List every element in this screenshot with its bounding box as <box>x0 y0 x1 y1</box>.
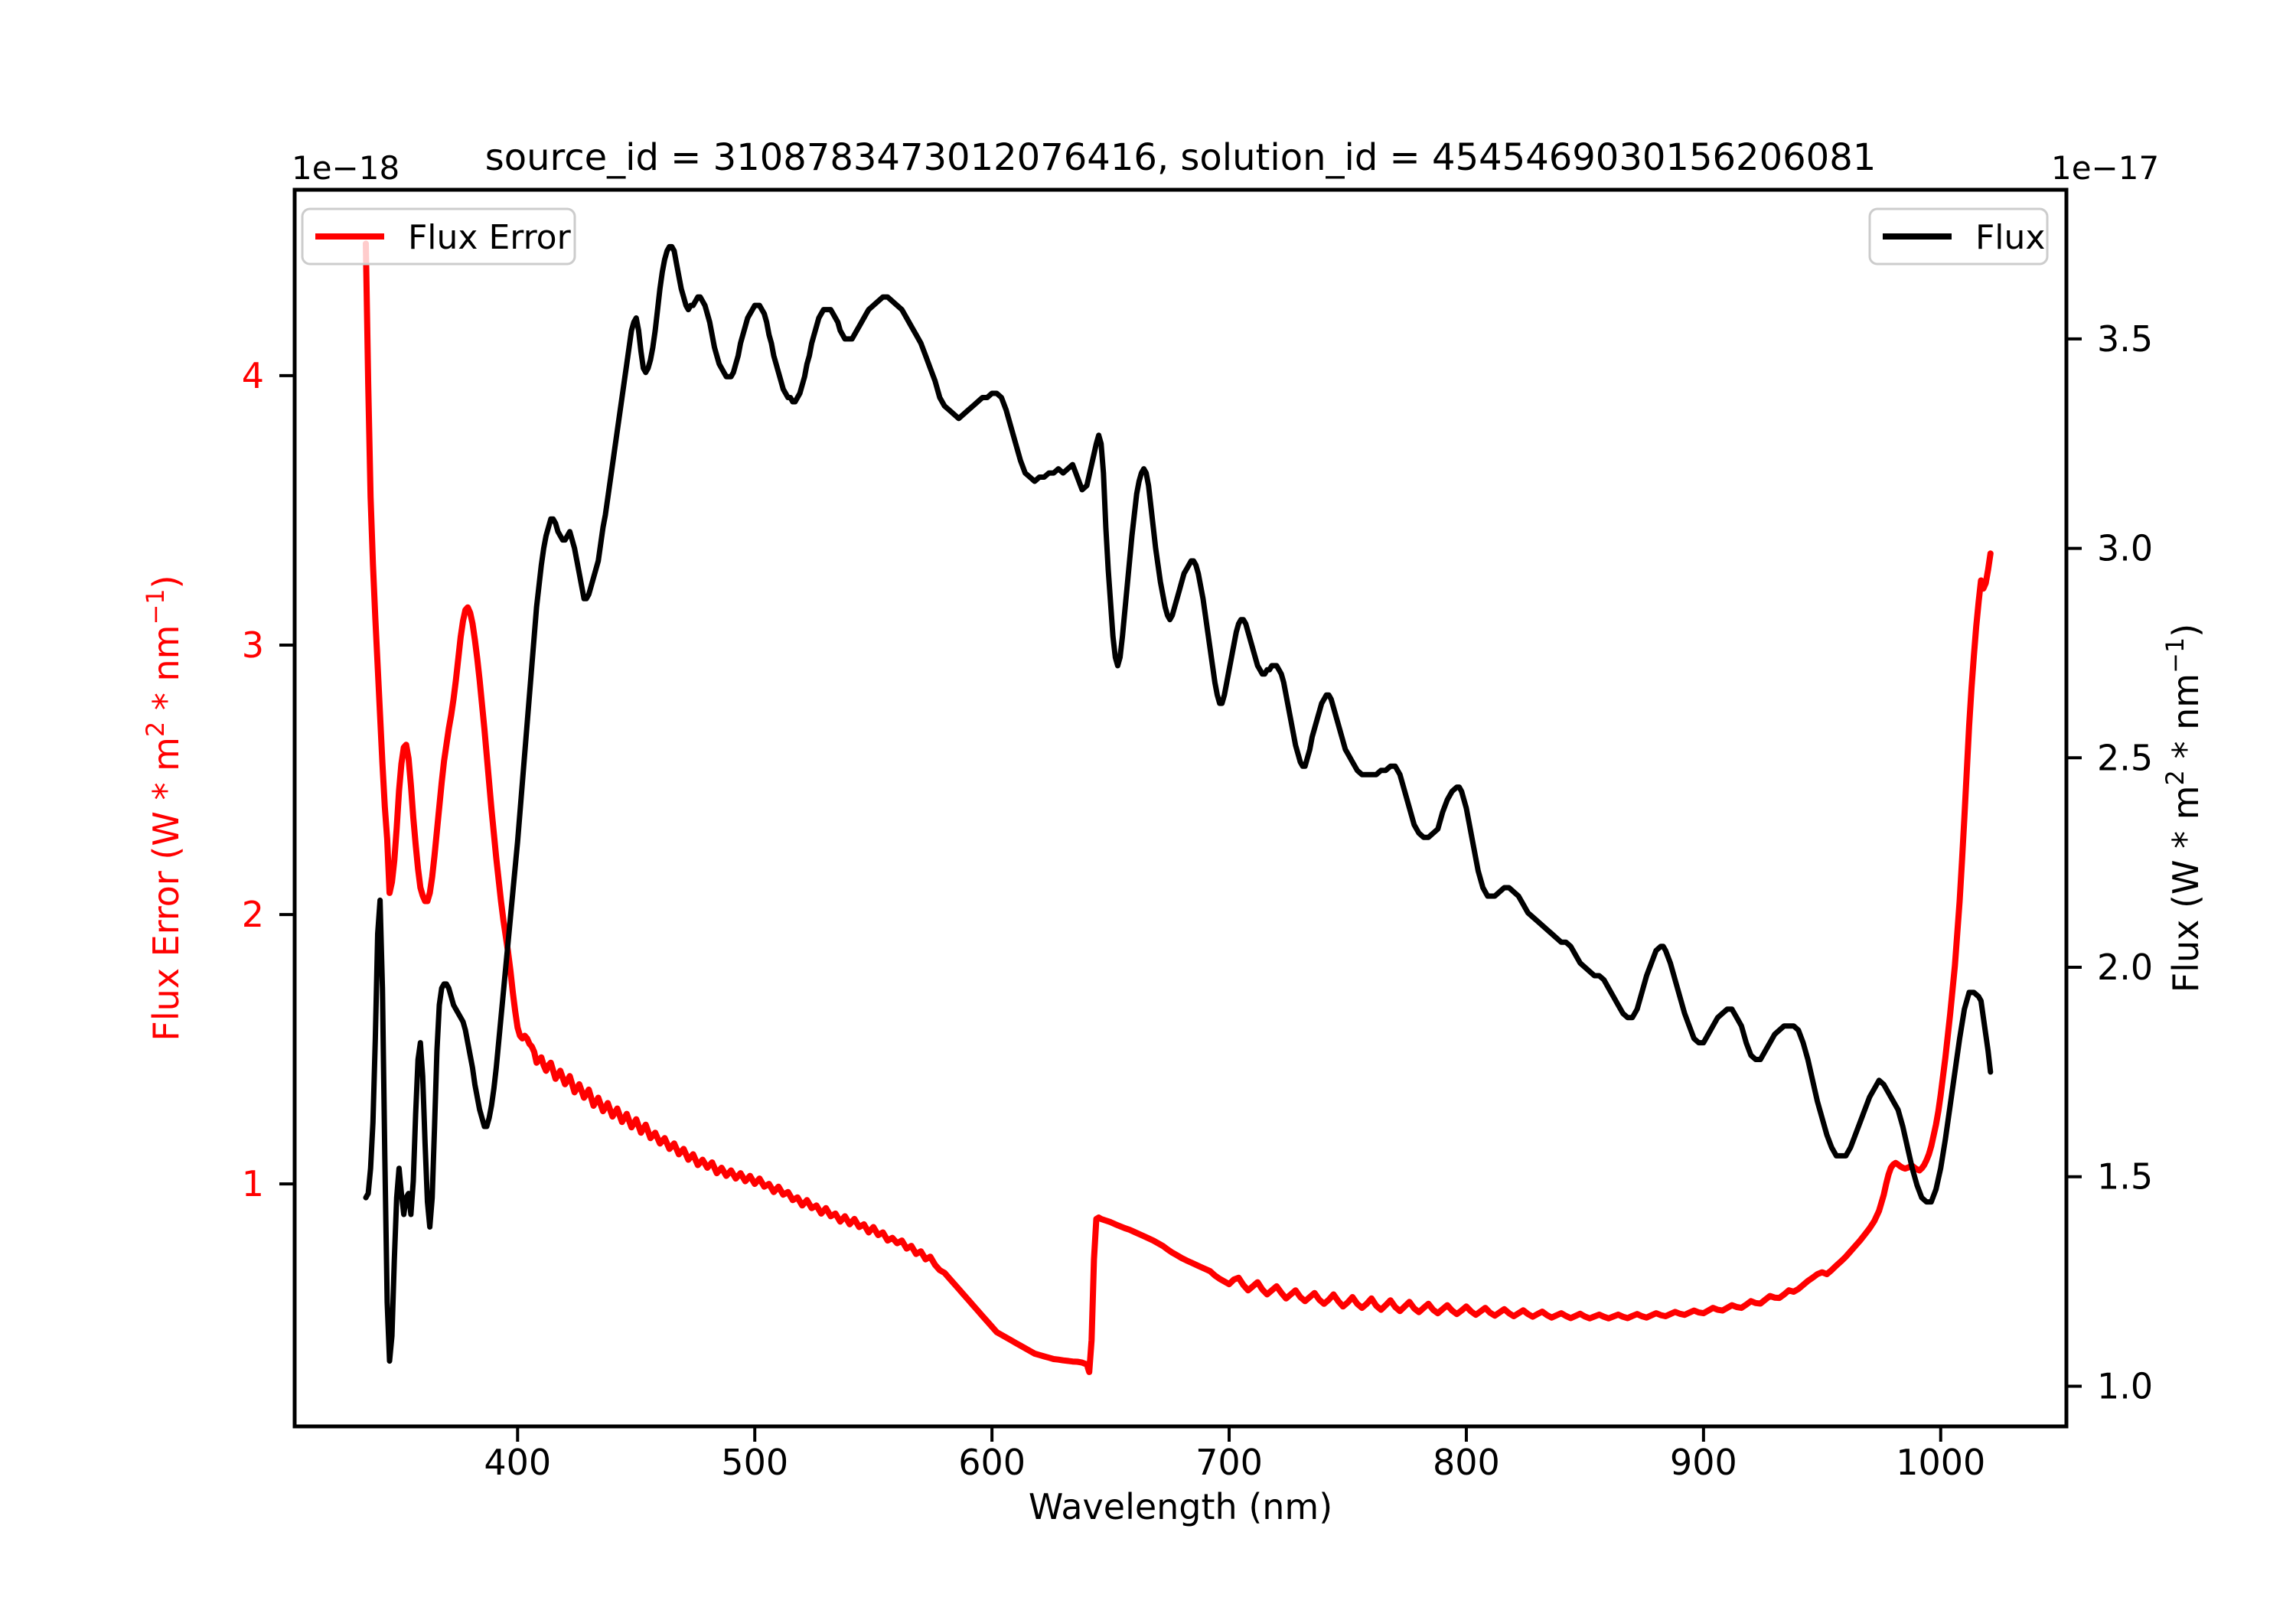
legend-flux-label-segment: Flux <box>1975 218 2045 257</box>
right-axis-tick-label: 3.0 <box>2097 528 2153 569</box>
x-axis: 400 500 600 700 800 900 1000 Wavelength (nm) <box>484 1426 1985 1527</box>
x-axis-tick-label: 800 <box>1433 1442 1500 1483</box>
legend-flux-label: Flux <box>1975 218 2045 257</box>
x-axis-title-segment: Wavelength (nm) <box>1029 1486 1332 1527</box>
right-axis-tick-label-segment: 2.0 <box>2097 947 2153 988</box>
series-group <box>363 240 1994 1375</box>
legend-flux: Flux <box>1868 207 2049 266</box>
right-axis-title-segment: 2 <box>2161 770 2190 785</box>
right-y-axis: 1.0 1.5 2.0 2.5 3.0 3.5 Flux (W * m2 * nm−1) 1e… <box>2051 149 2206 1407</box>
chart-title-segment: source_id = 3108783473012076416, solutio… <box>485 136 1877 179</box>
right-axis-tick-label: 2.0 <box>2097 947 2153 988</box>
right-axis-title-segment: Flux (W * m <box>2165 785 2206 993</box>
x-axis-tick-label: 1000 <box>1896 1442 1985 1483</box>
left-axis-title-segment: ) <box>145 575 187 588</box>
left-axis-title-segment: 2 <box>141 722 170 737</box>
legend-flux-error: Flux Error <box>301 207 576 266</box>
right-axis-tick-label-segment: 1.5 <box>2097 1156 2153 1198</box>
right-axis-tick-label-segment: 2.5 <box>2097 737 2153 778</box>
x-axis-tick-label-segment: 600 <box>958 1442 1026 1483</box>
legend-flux-error-label: Flux Error <box>408 218 572 257</box>
left-axis-tick-label: 4 <box>242 355 264 396</box>
left-axis-tick-label-segment: 2 <box>242 894 264 935</box>
left-axis-tick-label: 3 <box>242 624 264 666</box>
right-axis-tick-label-segment: 3.0 <box>2097 528 2153 569</box>
x-axis-tick-label: 700 <box>1195 1442 1263 1483</box>
x-axis-title: Wavelength (nm) <box>1029 1486 1332 1527</box>
right-axis-tick-label: 1.5 <box>2097 1156 2153 1198</box>
x-axis-tick-label-segment: 500 <box>721 1442 788 1483</box>
left-axis-tick-label-segment: 4 <box>242 355 264 396</box>
left-axis-title-segment: −1 <box>141 588 170 624</box>
x-axis-tick-label: 500 <box>721 1442 788 1483</box>
right-axis-tick-label-segment: 3.5 <box>2097 318 2153 360</box>
left-axis-offset-text-segment: 1e−18 <box>292 149 400 187</box>
legend-flux-error-label-segment: Flux Error <box>408 218 572 257</box>
plot-border <box>292 187 2069 1429</box>
right-axis-tick-label-segment: 1.0 <box>2097 1365 2153 1407</box>
right-axis-title-segment: ) <box>2165 624 2206 637</box>
left-axis-title: Flux Error (W * m2 * nm−1) <box>141 575 187 1041</box>
right-axis-offset-text: 1e−17 <box>2051 149 2159 187</box>
right-axis-tick-label: 2.5 <box>2097 737 2153 778</box>
right-axis-tick-label: 1.0 <box>2097 1365 2153 1407</box>
left-axis-title-segment: * nm <box>145 625 187 722</box>
series-line-flux-error <box>363 240 1994 1375</box>
left-axis-tick-label: 2 <box>242 894 264 935</box>
left-axis-offset-text: 1e−18 <box>292 149 400 187</box>
x-axis-tick-label-segment: 400 <box>484 1442 551 1483</box>
right-axis-offset-text-segment: 1e−17 <box>2051 149 2159 187</box>
x-axis-tick-label-segment: 1000 <box>1896 1442 1985 1483</box>
x-axis-tick-label: 400 <box>484 1442 551 1483</box>
right-axis-title-segment: −1 <box>2161 637 2190 673</box>
x-axis-tick-label-segment: 700 <box>1195 1442 1263 1483</box>
chart-title: source_id = 3108783473012076416, solutio… <box>485 136 1877 179</box>
right-axis-title-segment: * nm <box>2165 673 2206 770</box>
left-axis-title-segment: Flux Error (W * m <box>145 737 187 1041</box>
left-axis-tick-label-segment: 3 <box>242 624 264 666</box>
right-axis-tick-label: 3.5 <box>2097 318 2153 360</box>
x-axis-tick-label-segment: 800 <box>1433 1442 1500 1483</box>
right-axis-title: Flux (W * m2 * nm−1) <box>2161 624 2206 993</box>
legend-flux-box <box>1868 207 2049 266</box>
left-axis-tick-label: 1 <box>242 1163 264 1204</box>
x-axis-tick-label-segment: 900 <box>1670 1442 1737 1483</box>
series-line-flux <box>363 243 1994 1364</box>
x-axis-tick-label: 600 <box>958 1442 1026 1483</box>
left-axis-tick-label-segment: 1 <box>242 1163 264 1204</box>
axes-background <box>295 190 2066 1426</box>
x-axis-tick-label: 900 <box>1670 1442 1737 1483</box>
legend-flux-error-box <box>301 207 576 266</box>
